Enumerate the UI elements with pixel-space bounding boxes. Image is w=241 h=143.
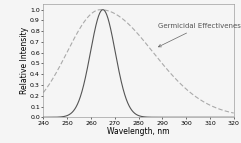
Y-axis label: Relative Intensity: Relative Intensity [20, 27, 29, 94]
Text: Germicidal Effectiveness: Germicidal Effectiveness [158, 23, 241, 47]
X-axis label: Wavelength, nm: Wavelength, nm [107, 127, 170, 136]
